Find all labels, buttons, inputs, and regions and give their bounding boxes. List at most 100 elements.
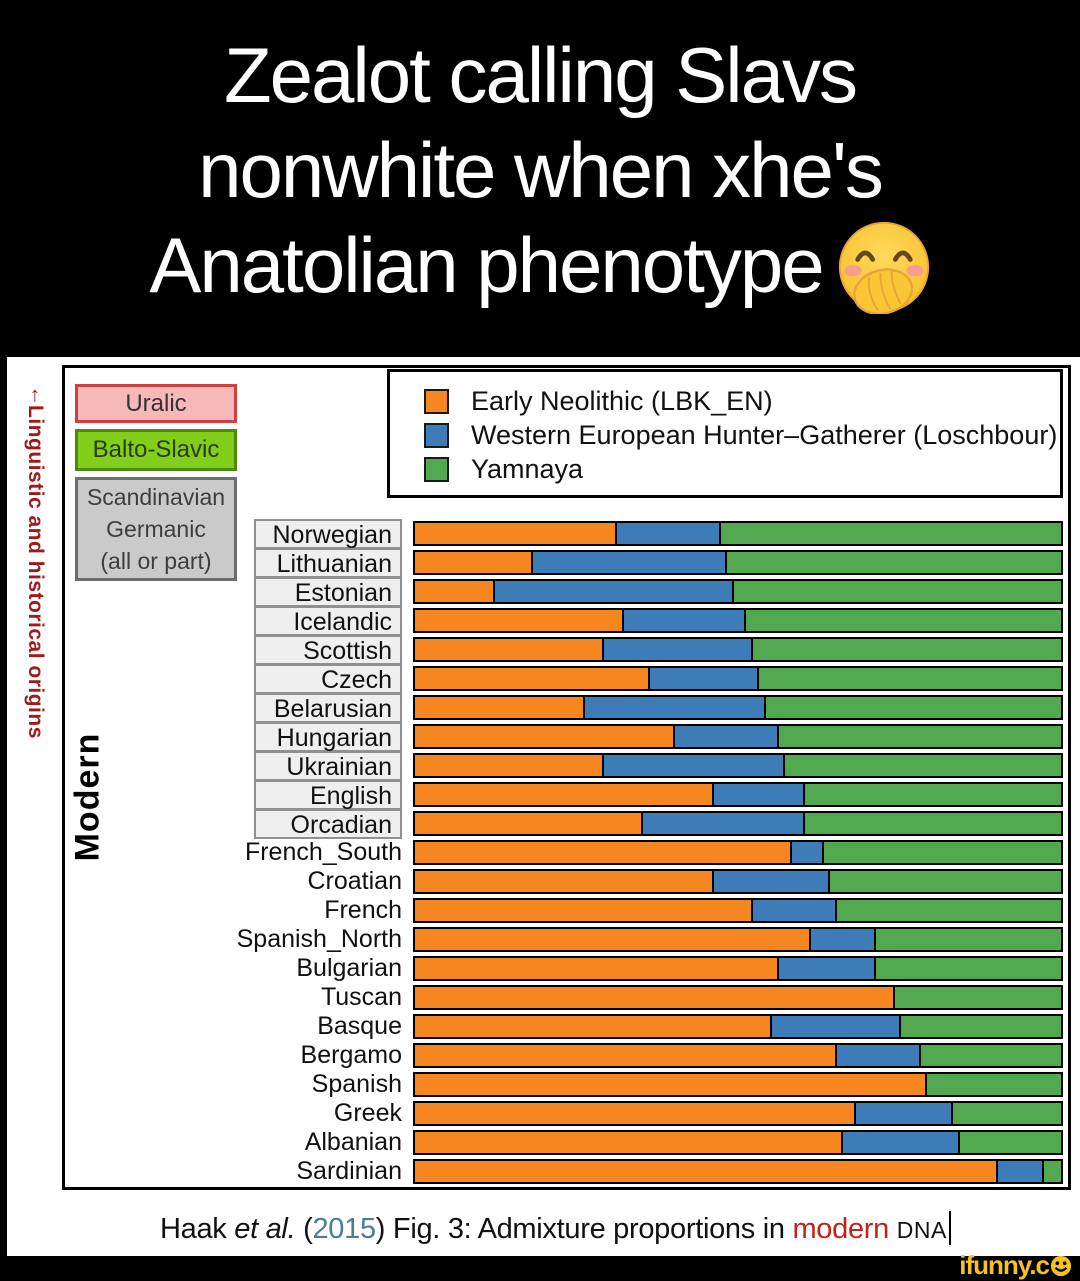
smiley-face-icon <box>1050 1255 1072 1276</box>
bar-segment <box>641 813 803 834</box>
bar-segment <box>951 1103 1061 1124</box>
bar-segment <box>415 987 894 1008</box>
stacked-bar-albanian <box>413 1130 1063 1155</box>
stacked-bar-belarusian <box>413 695 1063 720</box>
meme-title-line: Zealot calling Slavs <box>224 31 858 119</box>
bar-segment <box>957 1132 1061 1153</box>
category-box-balto-slavic: Balto-Slavic <box>75 429 237 471</box>
up-arrow-icon: ↑ <box>29 383 41 407</box>
bar-segment <box>802 813 1061 834</box>
bar-segment <box>776 958 874 979</box>
bar-segment <box>647 668 758 689</box>
row-label-french: French <box>324 896 402 924</box>
bar-segment <box>776 726 1061 747</box>
bar-segment <box>415 1045 835 1066</box>
bar-segment <box>673 726 777 747</box>
bar-segment <box>718 523 1061 544</box>
bar-segment <box>415 755 603 776</box>
chart-legend: Early Neolithic (LBK_EN) Western Europea… <box>387 369 1063 498</box>
legend-item: Yamnaya <box>424 452 1060 486</box>
bar-segment <box>789 842 822 863</box>
meme-title-line: nonwhite when xhe's <box>198 126 884 214</box>
stacked-bar-tuscan <box>413 985 1063 1010</box>
row-label-ukrainian: Ukrainian <box>254 751 402 781</box>
stacked-bar-czech <box>413 666 1063 691</box>
bar-segment <box>602 755 784 776</box>
row-label-icelandic: Icelandic <box>254 606 402 636</box>
category-box-uralic: Uralic <box>75 384 237 423</box>
bar-segment <box>873 929 1061 950</box>
bar-segment <box>415 929 810 950</box>
row-label-bulgarian: Bulgarian <box>296 954 402 982</box>
bar-segment <box>415 784 713 805</box>
bar-segment <box>415 668 648 689</box>
bar-segment <box>602 639 751 660</box>
figure-caption: Haak et al. (2015) Fig. 3: Admixture pro… <box>160 1211 951 1246</box>
bar-segment <box>783 755 1061 776</box>
stacked-bar-estonian <box>413 579 1063 604</box>
stacked-bar-greek <box>413 1101 1063 1126</box>
ifunny-watermark: ifunny.c <box>959 1250 1072 1281</box>
stacked-bar-french_south <box>413 840 1063 865</box>
row-label-french_south: French_South <box>244 838 402 866</box>
row-label-croatian: Croatian <box>307 867 403 895</box>
legend-swatch-yamnaya <box>424 456 449 482</box>
bar-segment <box>415 552 532 573</box>
row-label-spanish: Spanish <box>311 1070 402 1098</box>
bar-segment <box>415 523 616 544</box>
bar-segment <box>744 610 1061 631</box>
bar-segment <box>415 1161 997 1182</box>
legend-item: Western European Hunter–Gatherer (Loschb… <box>424 418 1060 452</box>
category-box-scandinavian-germanic: Scandinavian Germanic (all or part) <box>75 477 237 581</box>
row-label-spanish_north: Spanish_North <box>236 925 402 953</box>
bar-segment <box>731 581 1061 602</box>
row-label-sardinian: Sardinian <box>296 1157 402 1185</box>
bar-segment <box>841 1132 958 1153</box>
row-label-hungarian: Hungarian <box>254 722 402 752</box>
bar-segment <box>415 581 493 602</box>
side-axis-label: ↑Linguistic and historical origins <box>24 383 47 739</box>
stacked-bar-scottish <box>413 637 1063 662</box>
bar-segment <box>415 1132 842 1153</box>
stacked-bar-lithuanian <box>413 550 1063 575</box>
stacked-bar-spanish <box>413 1072 1063 1097</box>
row-label-scottish: Scottish <box>254 635 402 665</box>
row-label-bergamo: Bergamo <box>300 1041 402 1069</box>
bar-segment <box>492 581 732 602</box>
bar-segment <box>415 639 603 660</box>
bar-segment <box>415 1103 855 1124</box>
row-label-english: English <box>254 780 402 810</box>
bar-segment <box>873 958 1061 979</box>
bottom-black-bar <box>0 1256 1080 1277</box>
stacked-bar-icelandic <box>413 608 1063 633</box>
meme-title: Zealot calling Slavs nonwhite when xhe's… <box>0 28 1080 315</box>
stacked-bar-basque <box>413 1014 1063 1039</box>
row-label-greek: Greek <box>333 1099 402 1127</box>
face-with-hand-over-mouth-emoji-icon <box>837 220 931 315</box>
bar-segment <box>770 1016 900 1037</box>
bar-segment <box>621 610 745 631</box>
bar-segment <box>834 1045 919 1066</box>
bar-segment <box>828 871 1061 892</box>
row-label-basque: Basque <box>317 1012 402 1040</box>
row-label-belarusian: Belarusian <box>254 693 402 723</box>
stacked-bar-french <box>413 898 1063 923</box>
legend-item: Early Neolithic (LBK_EN) <box>424 384 1060 418</box>
bar-segment <box>821 842 1061 863</box>
stacked-bar-orcadian <box>413 811 1063 836</box>
bar-segment <box>854 1103 952 1124</box>
bar-segment <box>415 1074 926 1095</box>
bar-segment <box>712 871 829 892</box>
bar-segment <box>918 1045 1061 1066</box>
bar-segment <box>893 987 1061 1008</box>
row-label-norwegian: Norwegian <box>254 519 402 549</box>
bar-segment <box>415 726 674 747</box>
bar-segment <box>757 668 1061 689</box>
bar-segment <box>802 784 1061 805</box>
bar-segment <box>415 697 583 718</box>
bar-segment <box>415 1016 771 1037</box>
stacked-bar-sardinian <box>413 1159 1063 1184</box>
legend-swatch-whg <box>424 422 449 448</box>
row-label-orcadian: Orcadian <box>254 809 402 839</box>
bar-segment <box>750 900 835 921</box>
